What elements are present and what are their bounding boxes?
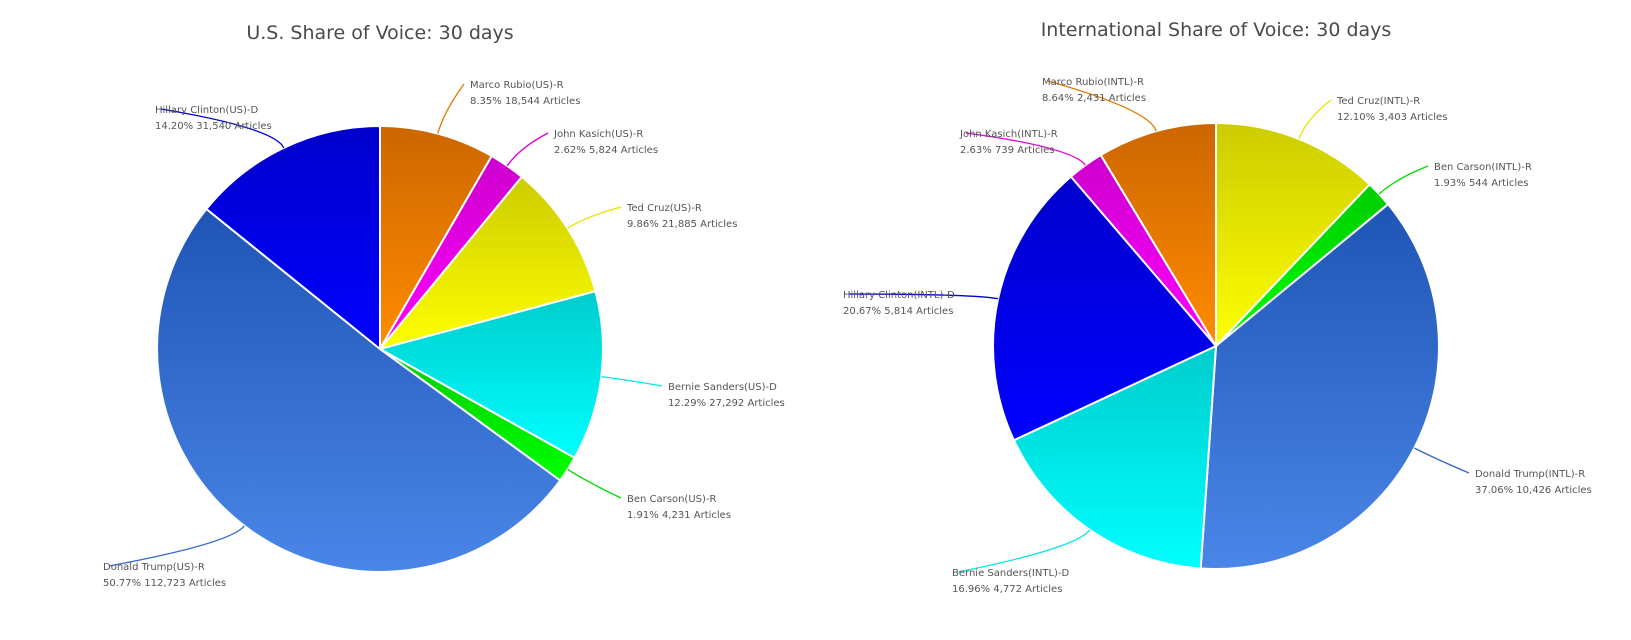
us-chart-title: U.S. Share of Voice: 30 days bbox=[246, 22, 514, 44]
label-name-donald-trump-intl-r: Donald Trump(INTL)-R bbox=[1475, 469, 1585, 480]
connector-hillary-clinton-intl-d bbox=[848, 293, 999, 300]
connector-hillary-clinton-us-d bbox=[160, 108, 285, 149]
pie-slice-hillary-clinton-us-d[interactable] bbox=[204, 124, 381, 352]
label-value-ben-carson-us-r: 1.91% 4,231 Articles bbox=[627, 510, 731, 521]
label-value-john-kasich-us-r: 2.62% 5,824 Articles bbox=[554, 145, 658, 156]
label-value-ted-cruz-intl-r: 12.10% 3,403 Articles bbox=[1337, 112, 1447, 123]
connector-marco-rubio-us-r bbox=[437, 83, 465, 134]
label-name-bernie-sanders-us-d: Bernie Sanders(US)-D bbox=[668, 382, 777, 393]
connector-bernie-sanders-intl-d bbox=[957, 529, 1091, 573]
label-name-ted-cruz-us-r: Ted Cruz(US)-R bbox=[626, 203, 702, 214]
connector-john-kasich-intl-r bbox=[965, 132, 1086, 166]
label-name-john-kasich-intl-r: John Kasich(INTL)-R bbox=[959, 129, 1058, 140]
connector-ben-carson-intl-r bbox=[1378, 165, 1429, 195]
label-name-marco-rubio-us-r: Marco Rubio(US)-R bbox=[470, 80, 564, 91]
label-value-hillary-clinton-intl-d: 20.67% 5,814 Articles bbox=[843, 306, 953, 317]
label-value-donald-trump-us-r: 50.77% 112,723 Articles bbox=[103, 578, 226, 589]
connector-ben-carson-us-r bbox=[567, 468, 622, 499]
connector-ted-cruz-intl-r bbox=[1298, 99, 1332, 140]
label-value-marco-rubio-us-r: 8.35% 18,544 Articles bbox=[470, 96, 580, 107]
label-name-marco-rubio-intl-r: Marco Rubio(INTL)-R bbox=[1042, 77, 1144, 88]
label-value-ted-cruz-us-r: 9.86% 21,885 Articles bbox=[627, 219, 737, 230]
connector-donald-trump-intl-r bbox=[1414, 447, 1470, 474]
pie-slice-bernie-sanders-us-d[interactable] bbox=[377, 290, 604, 460]
label-value-ben-carson-intl-r: 1.93% 544 Articles bbox=[1434, 178, 1529, 189]
label-name-donald-trump-us-r: Donald Trump(US)-R bbox=[103, 562, 205, 573]
connector-john-kasich-us-r bbox=[506, 132, 549, 167]
label-value-john-kasich-intl-r: 2.63% 739 Articles bbox=[960, 145, 1055, 156]
label-value-bernie-sanders-intl-d: 16.96% 4,772 Articles bbox=[952, 584, 1062, 595]
label-value-marco-rubio-intl-r: 8.64% 2,431 Articles bbox=[1042, 93, 1146, 104]
connector-ted-cruz-us-r bbox=[567, 206, 622, 229]
label-value-bernie-sanders-us-d: 12.29% 27,292 Articles bbox=[668, 398, 785, 409]
label-name-hillary-clinton-intl-d: Hillary Clinton(INTL)-D bbox=[843, 290, 955, 301]
label-value-donald-trump-intl-r: 37.06% 10,426 Articles bbox=[1475, 485, 1592, 496]
intl-pie-chart: Ted Cruz(INTL)-R 12.10% 3,403 Articles Ben… bbox=[843, 77, 1592, 595]
label-name-ben-carson-us-r: Ben Carson(US)-R bbox=[627, 494, 716, 505]
us-pie-chart: Marco Rubio(US)-R 8.35% 18,544 Articles Jo… bbox=[103, 80, 785, 589]
pie-slice-ted-cruz-intl-r[interactable] bbox=[1215, 121, 1372, 349]
connector-bernie-sanders-us-d bbox=[601, 375, 663, 387]
label-name-ted-cruz-intl-r: Ted Cruz(INTL)-R bbox=[1336, 96, 1420, 107]
intl-chart-title: International Share of Voice: 30 days bbox=[1040, 19, 1392, 41]
connector-marco-rubio-intl-r bbox=[1047, 80, 1157, 132]
label-value-hillary-clinton-us-d: 14.20% 31,540 Articles bbox=[155, 121, 272, 132]
pie-slice-donald-trump-us-r[interactable] bbox=[156, 207, 562, 573]
label-name-john-kasich-us-r: John Kasich(US)-R bbox=[553, 129, 643, 140]
connector-donald-trump-us-r bbox=[108, 525, 245, 567]
pie-slice-marco-rubio-us-r[interactable] bbox=[379, 124, 494, 353]
label-name-bernie-sanders-intl-d: Bernie Sanders(INTL)-D bbox=[952, 568, 1070, 579]
label-name-hillary-clinton-us-d: Hillary Clinton(US)-D bbox=[155, 105, 259, 116]
pie-slice-hillary-clinton-intl-d[interactable] bbox=[992, 175, 1218, 442]
label-name-ben-carson-intl-r: Ben Carson(INTL)-R bbox=[1434, 162, 1532, 173]
